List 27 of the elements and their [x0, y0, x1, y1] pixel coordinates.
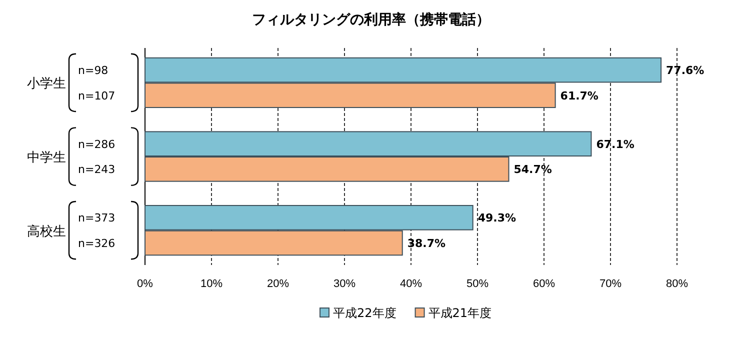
data-label: 54.7%: [514, 163, 552, 176]
text: n=286: [78, 138, 116, 151]
x-tick-label: 60%: [532, 278, 556, 290]
text: n=243: [78, 163, 116, 176]
data-label: 77.6%: [666, 64, 704, 78]
data-label: 49.3%: [478, 212, 516, 225]
data-label: 38.7%: [407, 236, 446, 250]
x-tick-label: 40%: [400, 278, 422, 290]
x-tick-label: 50%: [466, 278, 489, 290]
text: n=326: [78, 236, 116, 250]
legend-label: 平成21年度: [428, 306, 492, 320]
x-tick-label: 70%: [599, 278, 622, 290]
x-tick-label: 20%: [266, 278, 290, 290]
text: n=373: [78, 212, 116, 225]
x-tick-label: 80%: [666, 278, 688, 290]
y-tick-label: 小学生: [27, 76, 66, 92]
data-label: 61.7%: [560, 89, 598, 102]
chart-title: フィルタリングの利用率（携帯電話）: [252, 11, 490, 28]
data-label: 67.1%: [596, 138, 634, 151]
y-tick-label: 中学生: [27, 150, 66, 166]
text: n=107: [78, 89, 116, 102]
legend-label: 平成22年度: [333, 306, 396, 320]
x-tick-label: 0%: [137, 278, 154, 290]
text: n=98: [78, 64, 108, 78]
x-tick-label: 30%: [333, 278, 356, 290]
y-tick-label: 高校生: [27, 223, 66, 240]
x-tick-label: 10%: [200, 278, 223, 290]
